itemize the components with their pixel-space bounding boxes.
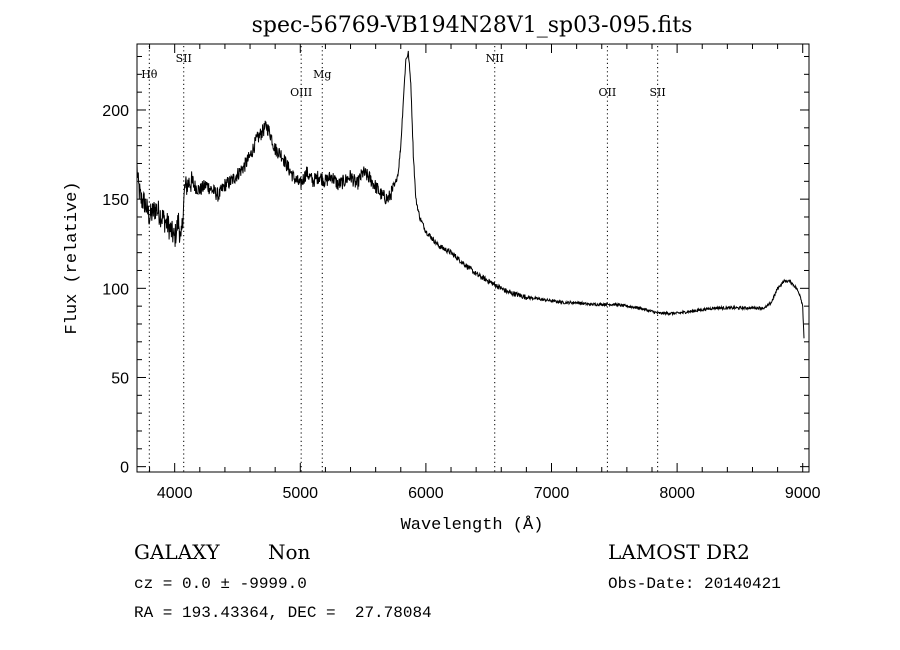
survey-name: LAMOST DR2	[608, 540, 750, 564]
chart-title: spec-56769-VB194N28V1_sp03-095.fits	[252, 13, 693, 38]
line-label-6: SII	[650, 86, 666, 99]
line-label-3: Mg	[313, 68, 331, 81]
y-axis-label: Flux (relative)	[63, 181, 82, 334]
x-axis-label: Wavelength (Å)	[401, 516, 544, 535]
redshift-text: cz = 0.0 ± -9999.0	[134, 575, 307, 593]
x-tick-label-5: 9000	[785, 485, 821, 502]
line-label-0: Hθ	[141, 68, 158, 81]
y-tick-label-3: 150	[102, 192, 129, 209]
line-label-5: OII	[599, 86, 617, 99]
x-tick-label-3: 7000	[534, 485, 570, 502]
plot-frame	[136, 43, 810, 473]
plot-axes: 4000 5000 6000 7000 8000 9000 0 50 100 150 200	[102, 43, 821, 502]
y-tick-label-4: 200	[102, 103, 129, 120]
y-tick-label-2: 100	[102, 281, 129, 298]
y-tick-label-0: 0	[120, 460, 129, 477]
spectrum-series	[136, 50, 805, 339]
line-label-1: SII	[176, 52, 192, 65]
line-label-4: NII	[486, 52, 504, 65]
line-label-2: OIII	[290, 86, 312, 99]
spectrum-line	[136, 50, 805, 339]
object-class: GALAXY	[134, 540, 220, 564]
x-tick-label-1: 5000	[282, 485, 318, 502]
object-subclass: Non	[268, 540, 311, 564]
x-tick-label-2: 6000	[408, 485, 444, 502]
coordinates-text: RA = 193.43364, DEC = 27.78084	[134, 604, 432, 622]
obs-date-text: Obs-Date: 20140421	[608, 575, 781, 593]
x-tick-label-0: 4000	[157, 485, 193, 502]
y-tick-label-1: 50	[111, 370, 129, 387]
x-tick-label-4: 8000	[659, 485, 695, 502]
